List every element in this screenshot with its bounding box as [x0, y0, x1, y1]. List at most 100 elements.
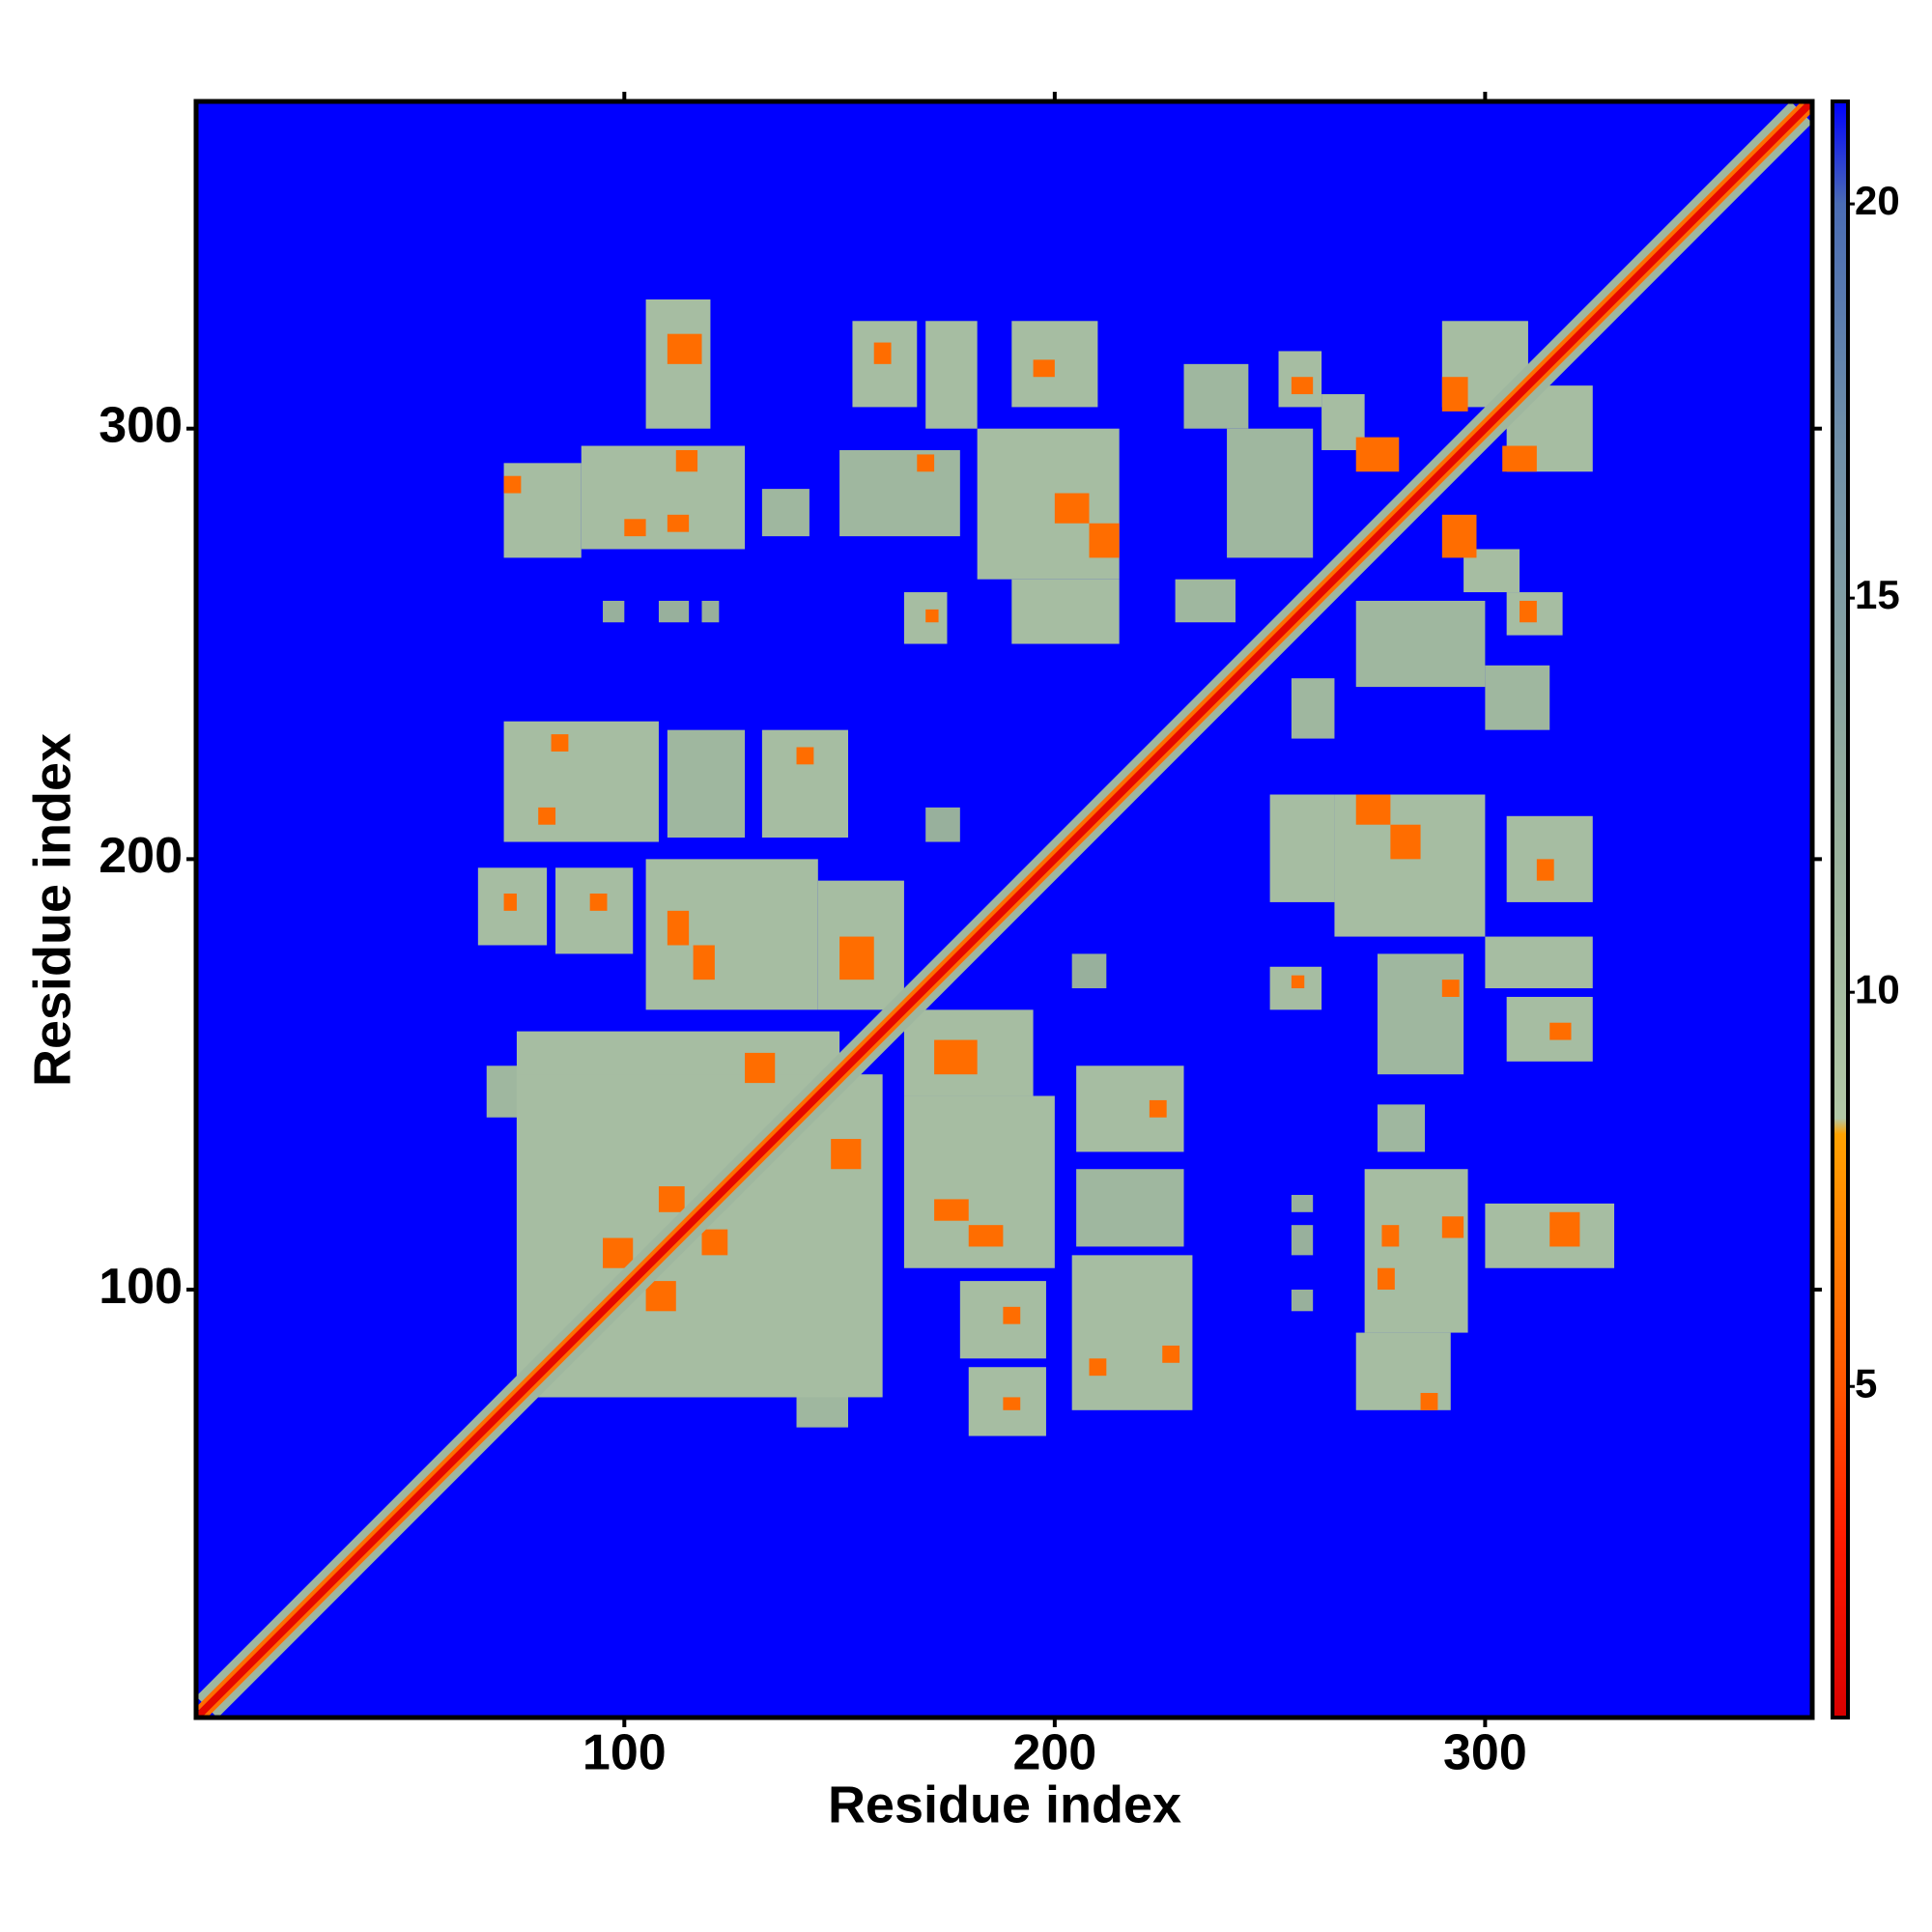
- cell: [917, 454, 935, 472]
- cell-mirror: [1089, 1358, 1107, 1377]
- cell-mirror: [1149, 1099, 1167, 1118]
- cell-mirror: [1378, 1104, 1426, 1152]
- cell: [1441, 377, 1468, 412]
- cell-mirror: [1003, 1306, 1021, 1324]
- cell: [839, 936, 874, 980]
- colorbar-tick-label: 15: [1855, 572, 1900, 617]
- cell: [658, 600, 690, 623]
- cell: [538, 807, 556, 825]
- cell: [1227, 428, 1314, 558]
- cell: [603, 1237, 634, 1268]
- cell: [873, 342, 892, 364]
- cell: [667, 333, 702, 364]
- cell: [1011, 321, 1098, 408]
- cell: [761, 729, 848, 838]
- cell-mirror: [1071, 953, 1107, 989]
- cell-mirror: [1378, 953, 1464, 1075]
- cell: [589, 894, 608, 911]
- cell-mirror: [1485, 1203, 1615, 1268]
- cell-mirror: [1441, 514, 1477, 558]
- colorbar: [1831, 99, 1850, 1719]
- cell: [658, 1186, 685, 1212]
- cell-mirror: [1269, 794, 1335, 902]
- cell-mirror: [934, 1199, 969, 1221]
- cell: [1054, 493, 1090, 524]
- cell-mirror: [1536, 859, 1554, 881]
- cell-mirror: [1420, 1392, 1438, 1410]
- x-tick-label: 100: [582, 1725, 667, 1781]
- colorbar-tick-label: 5: [1855, 1360, 1877, 1406]
- x-axis-label: Residue index: [828, 1776, 1181, 1833]
- cell-mirror: [1291, 1194, 1314, 1212]
- cell: [925, 321, 978, 429]
- colorbar-tick-label: 10: [1855, 966, 1900, 1011]
- cell: [761, 489, 810, 537]
- x-tick-label: 200: [1012, 1725, 1096, 1781]
- cell-mirror: [1162, 1345, 1180, 1363]
- cell: [839, 449, 960, 537]
- colorbar-tick-label: 20: [1855, 178, 1900, 223]
- heatmap: [196, 101, 1812, 1718]
- cell-mirror: [1390, 824, 1421, 860]
- cell: [667, 910, 690, 946]
- cell-mirror: [1291, 1290, 1314, 1312]
- cell: [925, 807, 960, 842]
- cell-mirror: [1441, 1216, 1464, 1238]
- cell: [667, 729, 746, 838]
- cell: [1291, 377, 1314, 395]
- cell-mirror: [1502, 445, 1537, 472]
- cell: [925, 609, 939, 623]
- cell: [581, 445, 746, 550]
- cell: [1355, 437, 1400, 472]
- cell-mirror: [1485, 936, 1593, 989]
- cell: [1175, 579, 1236, 623]
- cell-mirror: [1355, 794, 1391, 825]
- cell: [693, 945, 715, 980]
- cell-mirror: [831, 1139, 862, 1170]
- y-tick-label: 200: [99, 828, 183, 884]
- diagonal-band: [196, 101, 1812, 1718]
- cell: [701, 600, 720, 623]
- plot-frame: [193, 99, 1815, 1720]
- cell-mirror: [1291, 1225, 1314, 1256]
- cell-mirror: [1549, 1211, 1580, 1247]
- cell-mirror: [1549, 1022, 1572, 1040]
- cell: [503, 475, 522, 494]
- cell: [503, 721, 659, 842]
- cell: [796, 747, 814, 765]
- cell-mirror: [1071, 1255, 1193, 1410]
- cell: [675, 449, 698, 472]
- cell-mirror: [968, 1225, 1004, 1247]
- cell-mirror: [934, 1039, 978, 1075]
- cell: [624, 519, 646, 537]
- cell: [1011, 579, 1120, 644]
- cell-mirror: [1381, 1225, 1400, 1247]
- x-tick-label: 300: [1443, 1725, 1527, 1781]
- cell-mirror: [1291, 678, 1335, 739]
- cell-mirror: [1076, 1065, 1184, 1152]
- cell-mirror: [1520, 600, 1537, 623]
- y-tick-label: 100: [99, 1259, 183, 1315]
- cell: [551, 734, 569, 752]
- cell: [503, 894, 517, 911]
- cell: [1089, 523, 1120, 558]
- cell-mirror: [1378, 1267, 1395, 1291]
- y-axis-label: Residue index: [23, 733, 81, 1087]
- cell-mirror: [1441, 980, 1460, 997]
- cell: [1033, 359, 1055, 378]
- cell: [745, 1052, 776, 1084]
- y-tick-label: 300: [99, 397, 183, 453]
- cell-mirror: [1076, 1169, 1184, 1247]
- cell-mirror: [1003, 1397, 1021, 1410]
- cell-mirror: [1364, 1169, 1468, 1333]
- cell-mirror: [1485, 665, 1550, 730]
- cell-mirror: [645, 1281, 676, 1312]
- cell-mirror: [1291, 975, 1305, 989]
- cell: [603, 600, 625, 623]
- cell: [667, 514, 690, 532]
- cell: [1183, 363, 1249, 429]
- cell-mirror: [701, 1229, 728, 1256]
- cell-mirror: [1355, 600, 1486, 688]
